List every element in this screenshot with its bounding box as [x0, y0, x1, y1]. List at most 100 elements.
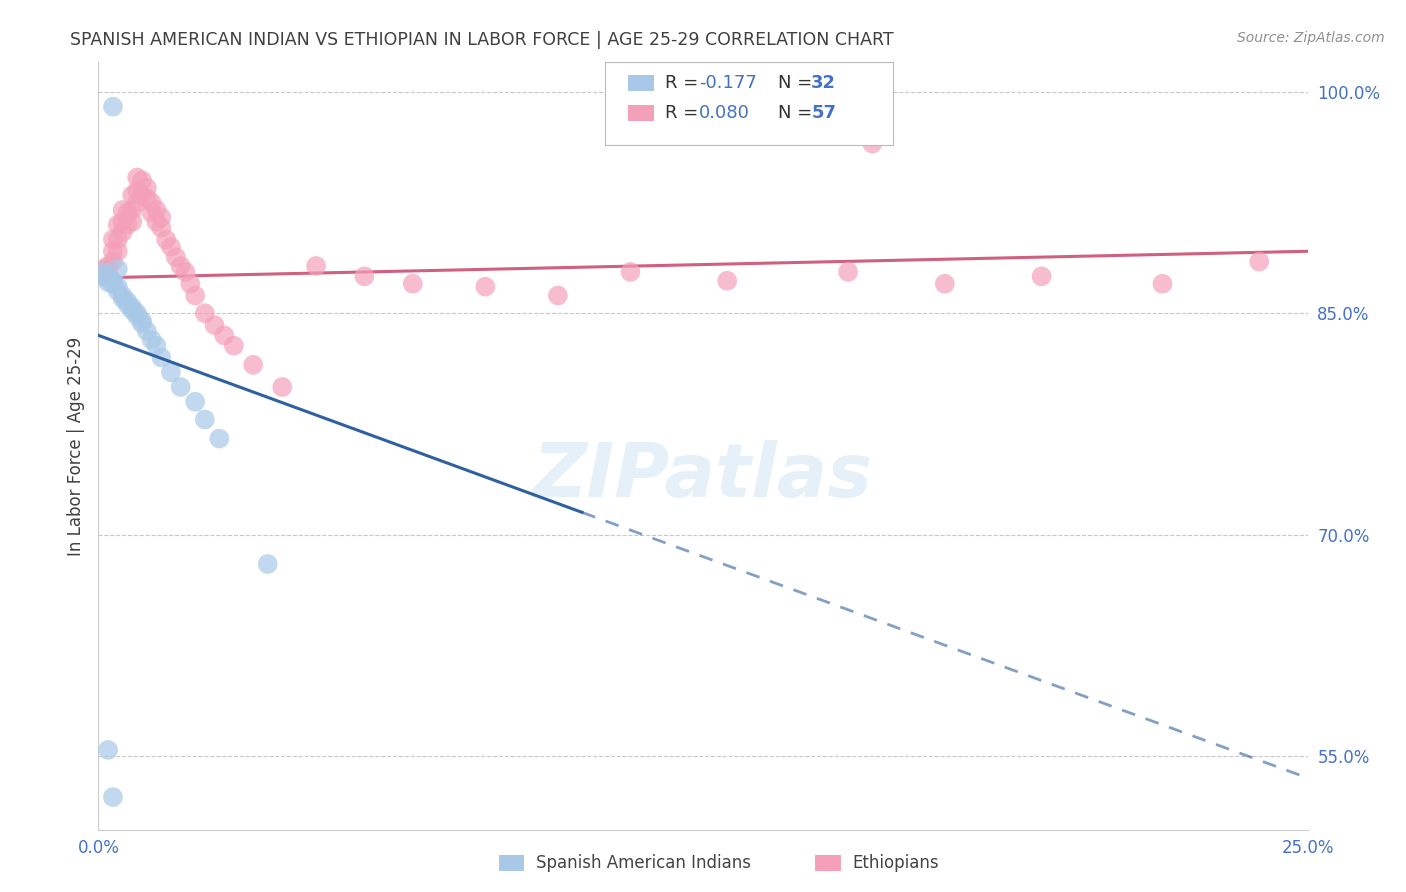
Point [111, 225, 134, 239]
Point [1031, 269, 1053, 284]
Point [131, 173, 153, 187]
Point [150, 211, 173, 225]
Text: 32: 32 [811, 74, 837, 92]
Point [141, 195, 163, 210]
Point [150, 220, 173, 235]
Point [101, 232, 124, 246]
Point [474, 279, 496, 293]
Point [184, 288, 207, 302]
Point [145, 202, 167, 217]
Point [1152, 277, 1174, 291]
Point [160, 240, 183, 254]
Text: ZIPatlas: ZIPatlas [533, 440, 873, 513]
Point [934, 277, 956, 291]
Point [117, 294, 139, 309]
Point [107, 262, 129, 277]
Point [1249, 254, 1271, 268]
Point [121, 215, 143, 229]
Text: R =: R = [665, 74, 704, 92]
Point [101, 254, 124, 268]
Text: R =: R = [665, 104, 704, 122]
Point [179, 277, 201, 291]
Point [111, 215, 134, 229]
Point [208, 432, 231, 446]
Point [860, 136, 883, 151]
Point [271, 380, 294, 394]
Point [91, 262, 114, 277]
Point [160, 365, 183, 379]
Point [127, 306, 149, 320]
Point [91, 268, 114, 282]
Point [242, 358, 264, 372]
Point [127, 184, 149, 198]
Point [174, 265, 197, 279]
Point [121, 303, 143, 318]
Point [619, 265, 641, 279]
Point [101, 100, 124, 114]
Point [135, 181, 157, 195]
Point [402, 277, 425, 291]
Text: 57: 57 [811, 104, 837, 122]
Y-axis label: In Labor Force | Age 25-29: In Labor Force | Age 25-29 [66, 336, 84, 556]
Point [111, 288, 134, 302]
Text: Source: ZipAtlas.com: Source: ZipAtlas.com [1237, 31, 1385, 45]
Point [353, 269, 375, 284]
Point [117, 206, 139, 220]
Point [117, 297, 139, 311]
Text: SPANISH AMERICAN INDIAN VS ETHIOPIAN IN LABOR FORCE | AGE 25-29 CORRELATION CHAR: SPANISH AMERICAN INDIAN VS ETHIOPIAN IN … [70, 31, 894, 49]
Point [101, 244, 124, 259]
Point [127, 195, 149, 210]
Point [194, 306, 217, 320]
Point [97, 743, 120, 757]
Point [547, 288, 569, 302]
Point [117, 218, 139, 232]
Point [194, 412, 217, 426]
Point [155, 232, 177, 246]
Point [121, 301, 143, 315]
Point [131, 188, 153, 202]
Point [169, 259, 191, 273]
Point [169, 380, 191, 394]
Point [141, 333, 163, 347]
Point [121, 202, 143, 217]
Point [145, 215, 167, 229]
Point [111, 292, 134, 306]
Point [135, 191, 157, 205]
Point [305, 259, 328, 273]
Point [145, 339, 167, 353]
Text: -0.177: -0.177 [699, 74, 756, 92]
Point [107, 279, 129, 293]
Point [150, 351, 173, 365]
Point [127, 170, 149, 185]
Point [121, 188, 143, 202]
Point [107, 284, 129, 298]
Point [101, 274, 124, 288]
Point [204, 318, 226, 332]
Point [131, 313, 153, 327]
Point [141, 206, 163, 220]
Point [837, 265, 859, 279]
Text: 0.080: 0.080 [699, 104, 749, 122]
Point [107, 232, 129, 246]
Point [212, 328, 235, 343]
Point [101, 277, 124, 291]
Text: N =: N = [778, 104, 817, 122]
Point [135, 324, 157, 338]
Point [256, 557, 278, 571]
Point [131, 317, 153, 331]
Point [97, 270, 120, 285]
Point [97, 259, 120, 273]
Point [91, 265, 114, 279]
Text: Spanish American Indians: Spanish American Indians [536, 855, 751, 872]
Point [101, 790, 124, 805]
Point [222, 339, 245, 353]
Point [91, 269, 114, 284]
Point [184, 394, 207, 409]
Point [716, 274, 738, 288]
Point [97, 265, 120, 279]
Point [165, 250, 187, 264]
Point [111, 202, 134, 217]
Text: Ethiopians: Ethiopians [852, 855, 939, 872]
Point [107, 244, 129, 259]
Point [107, 218, 129, 232]
